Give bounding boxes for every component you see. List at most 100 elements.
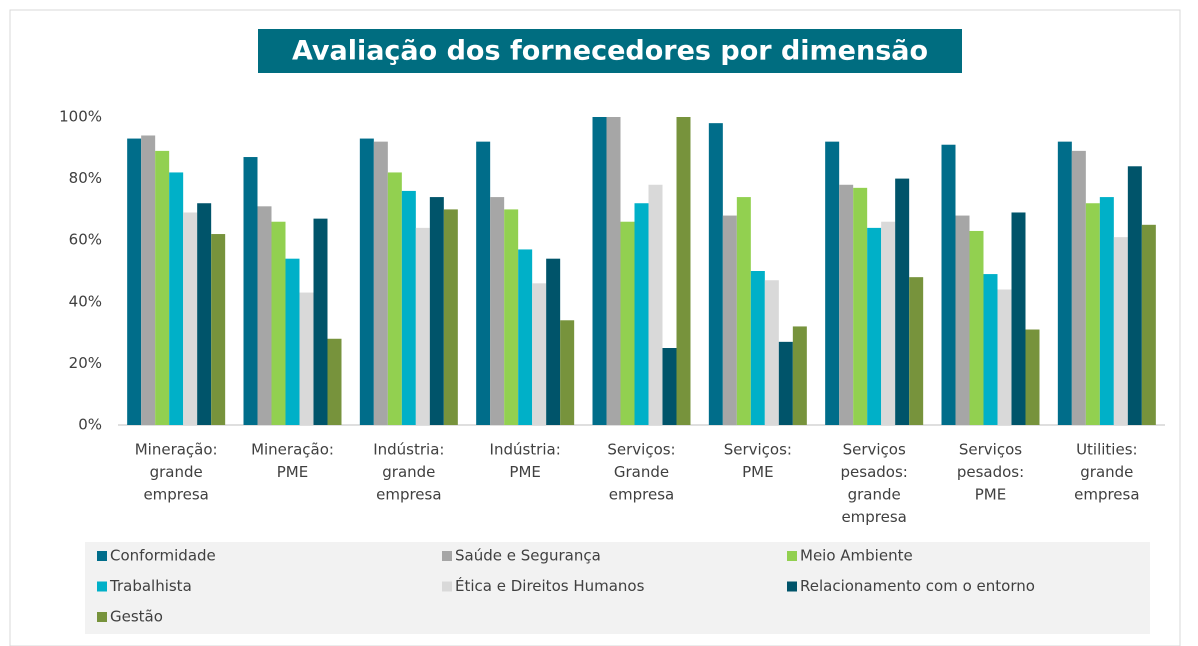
legend-swatch xyxy=(787,551,797,561)
x-tick-label: PME xyxy=(509,463,540,481)
bar xyxy=(634,203,649,425)
bar xyxy=(243,157,258,426)
bar xyxy=(518,249,533,425)
bar xyxy=(127,138,142,425)
legend-swatch xyxy=(97,551,107,561)
bar xyxy=(1057,141,1072,425)
bar xyxy=(155,150,170,425)
y-tick-label: 60% xyxy=(69,231,102,249)
y-tick-label: 100% xyxy=(59,108,102,126)
bar xyxy=(211,234,226,425)
legend-label: Relacionamento com o entorno xyxy=(800,577,1035,595)
bar xyxy=(359,138,374,425)
bar xyxy=(592,117,607,425)
legend-label: Gestão xyxy=(110,608,163,626)
bar xyxy=(955,215,970,425)
x-tick-label: Grande xyxy=(614,463,669,481)
bar xyxy=(983,274,998,425)
bar xyxy=(895,178,910,425)
bar xyxy=(648,184,663,425)
legend-swatch xyxy=(97,581,107,592)
bar xyxy=(606,117,621,425)
bar xyxy=(722,215,737,425)
chart-border xyxy=(9,9,1181,646)
bar xyxy=(373,141,388,425)
bar xyxy=(969,230,984,425)
bar xyxy=(662,348,677,425)
bar xyxy=(299,292,314,425)
bar xyxy=(909,277,924,425)
legend-label: Saúde e Segurança xyxy=(455,547,601,565)
bar xyxy=(764,280,779,425)
bar xyxy=(839,184,854,425)
bar xyxy=(401,190,416,425)
bar xyxy=(881,221,896,425)
legend-swatch xyxy=(97,612,107,622)
bar xyxy=(546,258,561,425)
bar xyxy=(620,221,635,425)
bar xyxy=(560,320,575,425)
legend-swatch xyxy=(442,551,452,561)
bar xyxy=(271,221,286,425)
y-tick-label: 20% xyxy=(69,354,102,372)
x-tick-label: Indústria: xyxy=(373,441,444,459)
bar xyxy=(1085,203,1100,425)
bar xyxy=(387,172,402,425)
x-tick-label: empresa xyxy=(841,508,906,526)
bar xyxy=(313,218,328,425)
bar xyxy=(1071,150,1086,425)
bar xyxy=(1113,237,1128,425)
legend-swatch xyxy=(787,581,797,592)
x-tick-label: empresa xyxy=(376,486,441,504)
y-tick-label: 40% xyxy=(69,292,102,310)
bar xyxy=(141,135,156,426)
x-tick-label: grande xyxy=(382,463,435,481)
bar xyxy=(1141,224,1156,425)
x-tick-label: pesados: xyxy=(957,463,1024,481)
bar xyxy=(1127,166,1142,425)
x-tick-label: Utilities: xyxy=(1076,441,1138,459)
bar xyxy=(257,206,272,425)
bar xyxy=(778,341,793,425)
bar xyxy=(941,144,956,425)
bar xyxy=(183,212,198,425)
bar xyxy=(476,141,491,425)
bar xyxy=(415,227,430,425)
chart-title: Avaliação dos fornecedores por dimensão xyxy=(292,36,928,67)
legend-label: Ética e Direitos Humanos xyxy=(455,576,645,595)
x-tick-label: PME xyxy=(975,486,1006,504)
bar xyxy=(736,197,751,425)
x-tick-label: Serviços xyxy=(959,441,1022,459)
bar xyxy=(792,326,807,425)
bar xyxy=(997,289,1012,425)
bar xyxy=(1025,329,1040,425)
x-tick-label: Indústria: xyxy=(490,441,561,459)
bar xyxy=(327,338,342,425)
bar xyxy=(490,197,505,425)
x-tick-label: Serviços: xyxy=(607,441,675,459)
x-tick-label: empresa xyxy=(609,486,674,504)
legend-swatch xyxy=(442,581,452,592)
bar xyxy=(1011,212,1026,425)
bar xyxy=(750,271,765,425)
bar xyxy=(867,227,882,425)
x-tick-label: Serviços xyxy=(843,441,906,459)
x-tick-label: grande xyxy=(848,486,901,504)
x-tick-label: grande xyxy=(150,463,203,481)
legend-box xyxy=(85,542,1150,634)
x-tick-label: Mineração: xyxy=(135,441,218,459)
x-tick-label: pesados: xyxy=(841,463,908,481)
bar xyxy=(532,283,547,425)
bar xyxy=(853,187,868,425)
x-tick-label: grande xyxy=(1080,463,1133,481)
y-tick-label: 0% xyxy=(78,416,102,434)
bar xyxy=(429,197,444,425)
bar xyxy=(676,117,691,425)
y-tick-label: 80% xyxy=(69,169,102,187)
bar xyxy=(825,141,840,425)
legend-label: Conformidade xyxy=(110,547,216,565)
bar xyxy=(169,172,184,425)
bar xyxy=(443,209,458,425)
bar xyxy=(197,203,212,425)
